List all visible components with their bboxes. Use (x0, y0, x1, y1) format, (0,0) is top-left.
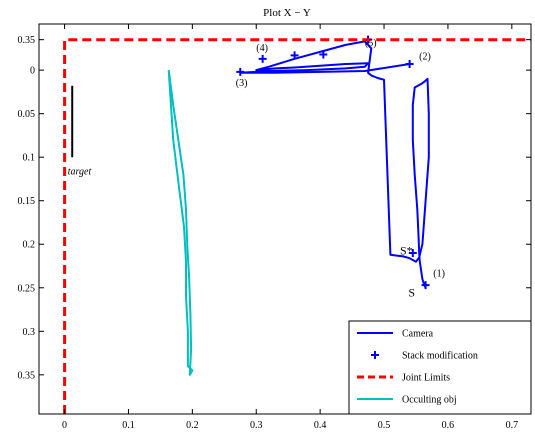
x-tick-label: 0.5 (378, 420, 391, 431)
legend: Camera Stack modification Joint Limits Occu… (348, 320, 532, 415)
legend-label: Occulting obj (402, 395, 457, 406)
stack-modification-marker (421, 281, 430, 290)
x-tick-label: 0.2 (186, 420, 199, 431)
y-tick-label: 0.05 (18, 109, 36, 120)
stack-modification-marker (236, 67, 245, 76)
legend-label: Camera (402, 329, 434, 340)
y-tick-label: 0.1 (23, 153, 36, 164)
chart-title: Plot X − Y (263, 7, 311, 19)
annotation-label: (1) (433, 268, 445, 279)
x-tick-label: 0.1 (122, 420, 135, 431)
annotation-label: S* (400, 244, 413, 258)
y-tick-label: 0.25 (18, 283, 36, 294)
x-tick-label: 0 (62, 420, 67, 431)
y-tick-label: 0 (30, 66, 35, 77)
stack-modification-marker (258, 54, 267, 63)
series-group (63, 35, 531, 414)
plot-content (63, 35, 531, 414)
camera-line (239, 40, 430, 289)
x-tick-label: 0.7 (506, 420, 519, 431)
y-tick-label: 0.15 (18, 196, 36, 207)
annotation-label: (3) (236, 78, 248, 89)
annotation-label: S (408, 285, 415, 299)
stack-modification-marker (405, 60, 414, 69)
y-tick-label: 0.35 (18, 35, 36, 46)
stack-modification-marker (290, 51, 299, 60)
annotation-label: (5) (365, 38, 377, 49)
legend-label: Stack modification (402, 351, 478, 362)
y-tick-label: 0.3 (23, 327, 36, 338)
legend-swatch-marker (371, 351, 379, 359)
x-tick-label: 0.6 (442, 420, 455, 431)
stack-modification-marker (319, 50, 328, 59)
stack-modification-marker (408, 248, 417, 257)
occulting-obj-line (167, 69, 194, 376)
plot-area-frame (38, 23, 532, 415)
x-tick-label: 0.4 (314, 420, 327, 431)
annotation-label: (2) (419, 52, 431, 63)
annotation-label: (4) (256, 43, 268, 54)
y-tick-label: 0.35 (18, 370, 36, 381)
legend-label: Joint Limits (402, 373, 450, 384)
annotation-label: target (68, 167, 92, 178)
x-tick-label: 0.3 (250, 420, 263, 431)
y-tick-label: 0.2 (23, 240, 36, 251)
